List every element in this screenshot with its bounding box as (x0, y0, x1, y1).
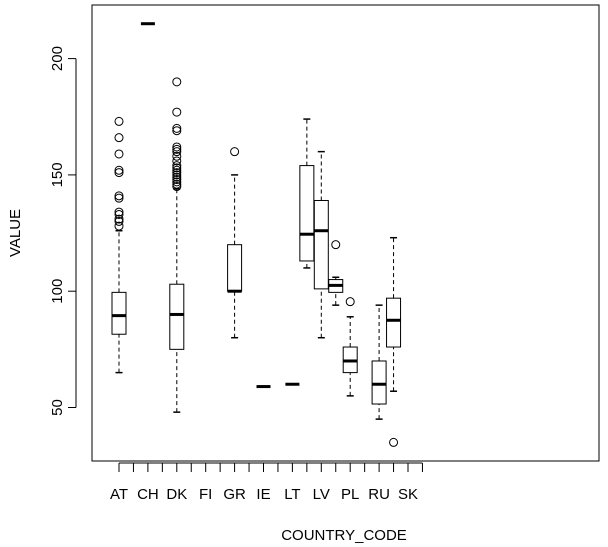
outlier-point (172, 126, 182, 136)
outlier-point (114, 165, 124, 175)
outlier-point (172, 161, 182, 171)
x-tick-label: PL (341, 486, 359, 503)
outlier-point (114, 221, 124, 231)
x-tick-label: LV (313, 486, 330, 503)
outlier-point (172, 175, 182, 185)
iqr-box (386, 297, 402, 348)
outlier-point (172, 123, 182, 133)
outlier-point (114, 133, 124, 143)
outlier-point (172, 165, 182, 175)
outlier-point (230, 147, 240, 157)
x-tick-label: AT (110, 486, 128, 503)
x-tick-label: FI (199, 486, 212, 503)
outlier-point (331, 240, 341, 250)
outlier-point (172, 182, 182, 192)
box-lu (299, 118, 315, 269)
y-tick-label: 100 (49, 279, 66, 304)
iqr-box (299, 165, 315, 262)
box-nl (328, 240, 344, 306)
outlier-point (389, 437, 399, 447)
x-tick-label: DK (166, 486, 187, 503)
outlier-point (172, 179, 182, 189)
outlier-point (114, 207, 124, 217)
outlier-point (172, 156, 182, 166)
x-tick-label: IE (256, 486, 270, 503)
box-lv (313, 150, 329, 339)
outlier-point (172, 168, 182, 178)
box-series (111, 22, 402, 447)
iqr-box (371, 360, 387, 405)
plot-frame (91, 4, 600, 462)
x-axis: AT CH DK FI GR IE LT LV PL RU SK (110, 462, 423, 503)
x-tick-label: SK (398, 486, 418, 503)
outlier-point (172, 144, 182, 154)
y-tick-label: 200 (49, 46, 66, 71)
outlier-point (172, 172, 182, 182)
outlier-point (345, 297, 355, 307)
outlier-point (172, 151, 182, 161)
outlier-point (114, 116, 124, 126)
x-tick-label: RU (368, 486, 390, 503)
x-tick-label: GR (223, 486, 246, 503)
box-ru (371, 304, 387, 420)
box-pl (342, 297, 358, 397)
iqr-box (227, 244, 243, 292)
iqr-box (313, 199, 329, 290)
outlier-point (172, 77, 182, 87)
outlier-point (172, 170, 182, 180)
outlier-point (172, 142, 182, 152)
outlier-point (114, 193, 124, 203)
outlier-point (114, 149, 124, 159)
outlier-point (172, 177, 182, 187)
iqr-box (169, 283, 185, 350)
outlier-point (114, 209, 124, 219)
y-axis: 50 100 150 200 (49, 46, 77, 416)
outlier-point (172, 163, 182, 173)
outlier-point (172, 147, 182, 157)
box-gr (227, 147, 243, 339)
iqr-box (111, 291, 127, 335)
y-tick-label: 150 (49, 162, 66, 187)
outlier-point (172, 107, 182, 117)
outlier-point (114, 216, 124, 226)
box-at (111, 116, 127, 374)
x-tick-label: CH (137, 486, 159, 503)
box-se (386, 236, 402, 447)
box-dk (169, 77, 185, 413)
y-tick-label: 50 (49, 399, 66, 416)
y-axis-label: VALUE (7, 209, 24, 257)
x-axis-label: COUNTRY_CODE (281, 527, 407, 544)
x-tick-label: LT (284, 486, 300, 503)
outlier-point (114, 168, 124, 178)
outlier-point (114, 214, 124, 224)
outlier-point (114, 191, 124, 201)
